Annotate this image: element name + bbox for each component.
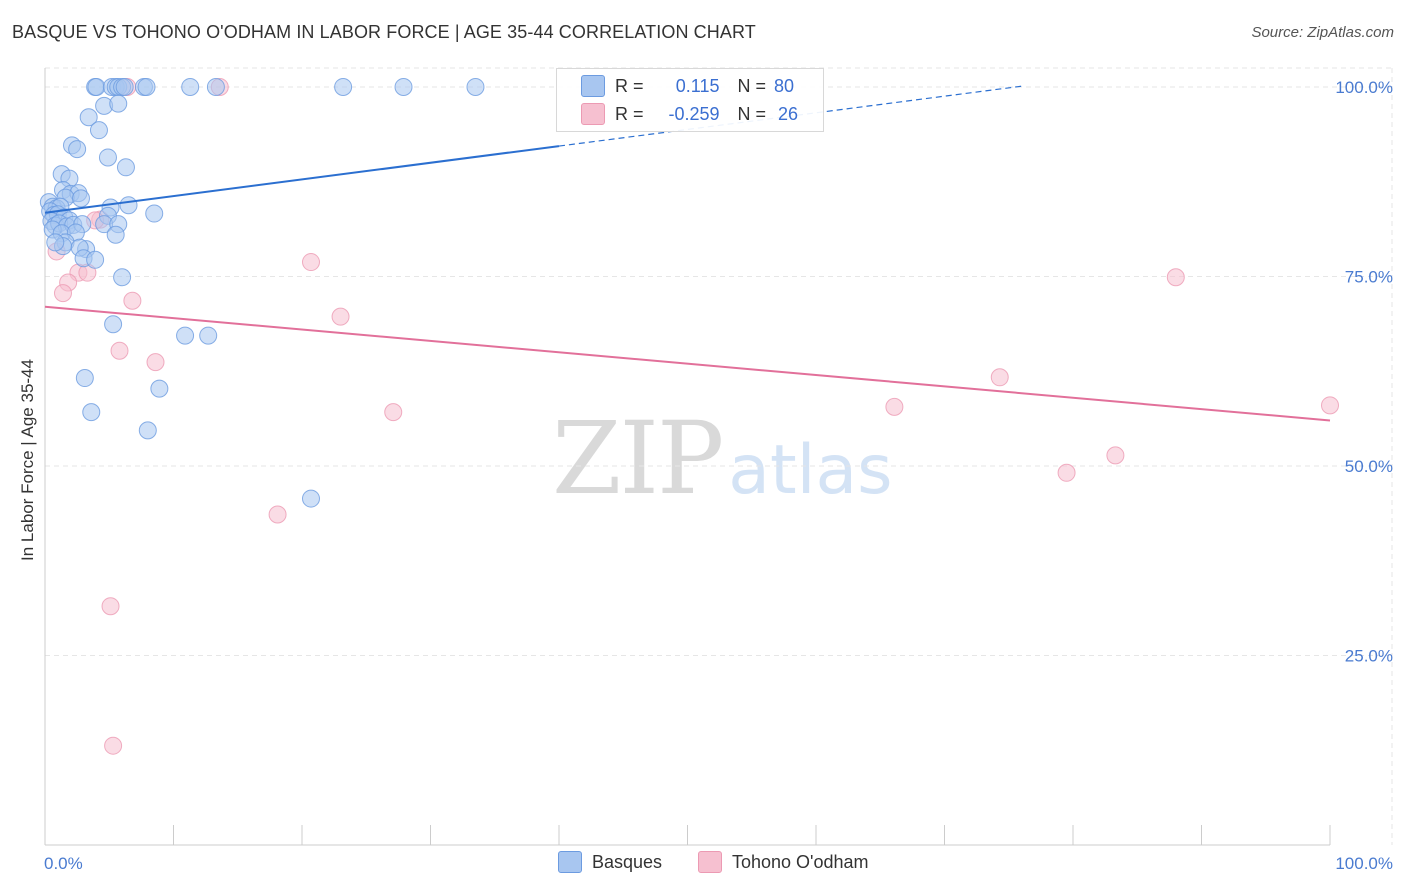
tohono-point — [104, 736, 123, 755]
basques-point — [394, 77, 413, 96]
basques-point — [206, 77, 225, 96]
basques-point — [137, 77, 156, 96]
y-tick-label: 75.0% — [1345, 267, 1393, 286]
basques-point — [199, 326, 218, 345]
basques-point — [104, 315, 123, 334]
watermark-zip: ZIP — [552, 400, 724, 517]
tohono-point — [1106, 446, 1125, 465]
tohono-point — [123, 291, 142, 310]
tohono-point — [384, 403, 403, 422]
y-axis-label-wrap: In Labor Force | Age 35-44 — [16, 80, 40, 840]
basques-point — [116, 158, 135, 177]
basques-point — [79, 108, 98, 127]
chart-title: BASQUE VS TOHONO O'ODHAM IN LABOR FORCE … — [12, 22, 756, 42]
basques-point — [87, 77, 106, 96]
legend-row-tohono: R = -0.259 N = 26 — [557, 101, 798, 127]
series-legend-swatch-tohono — [698, 851, 722, 873]
stats-legend: R = 0.115 N = 80 R = -0.259 N = 26 — [556, 68, 824, 132]
legend-r-value: -0.259 — [668, 103, 720, 124]
x-tick-label-max: 100.0% — [1335, 854, 1393, 873]
basques-point — [109, 94, 128, 113]
basques-point — [115, 77, 134, 96]
series-legend: Basques Tohono O'odham — [0, 851, 1406, 877]
legend-r-label: R = — [615, 75, 644, 96]
series-basques-points — [39, 77, 485, 508]
basques-point — [181, 77, 200, 96]
legend-swatch-tohono — [581, 103, 605, 125]
x-tick-label-min: 0.0% — [44, 854, 83, 873]
legend-r-value: 0.115 — [675, 75, 720, 96]
tohono-point — [53, 284, 72, 303]
tohono-point — [331, 307, 350, 326]
legend-n-value: 26 — [778, 103, 799, 124]
basques-point — [176, 326, 195, 345]
tohono-point — [1057, 463, 1076, 482]
basques-point — [150, 379, 169, 398]
legend-n-label: N = — [737, 103, 767, 124]
tohono-point — [1166, 268, 1185, 287]
legend-row-basques: R = 0.115 N = 80 — [557, 73, 794, 99]
grid-lines — [45, 67, 1393, 845]
basques-point — [71, 189, 90, 208]
series-legend-basques[interactable]: Basques — [558, 851, 662, 873]
basques-point — [138, 421, 157, 440]
series-legend-swatch-basques — [558, 851, 582, 873]
basques-trend-line — [44, 145, 560, 214]
basques-point — [106, 225, 125, 244]
basques-point — [334, 77, 353, 96]
tohono-point — [101, 597, 120, 616]
basques-point — [466, 77, 485, 96]
legend-n-value: 80 — [774, 75, 795, 96]
basques-point — [86, 250, 105, 269]
tohono-trend-line — [44, 305, 1331, 422]
tohono-point — [1321, 396, 1339, 415]
basques-point — [75, 369, 94, 388]
x-tick-labels: 0.0% 100.0% — [44, 854, 1393, 873]
basques-point — [119, 196, 138, 215]
trend-lines — [44, 85, 1331, 422]
basques-point — [98, 148, 117, 167]
basques-point — [89, 121, 108, 140]
y-tick-label: 50.0% — [1345, 457, 1393, 476]
tohono-point — [885, 397, 904, 416]
legend-n-label: N = — [737, 75, 767, 96]
basques-point — [301, 489, 320, 508]
basques-point — [46, 233, 65, 252]
series-legend-label-basques: Basques — [592, 851, 663, 872]
basques-point — [82, 403, 101, 422]
y-tick-label: 25.0% — [1345, 646, 1393, 665]
axes — [44, 68, 1331, 846]
tohono-point — [268, 505, 287, 524]
basques-point — [113, 268, 132, 287]
series-tohono-points — [47, 77, 1339, 755]
tohono-point — [146, 353, 165, 372]
watermark-atlas: atlas — [728, 431, 893, 510]
basques-point — [145, 204, 164, 223]
series-legend-label-tohono: Tohono O'odham — [732, 851, 869, 872]
legend-r-label: R = — [615, 103, 644, 124]
watermark: ZIPatlas — [552, 400, 893, 517]
source-label: Source: ZipAtlas.com — [1251, 24, 1394, 41]
series-legend-tohono[interactable]: Tohono O'odham — [698, 851, 869, 873]
y-axis-label: In Labor Force | Age 35-44 — [18, 359, 37, 561]
legend-swatch-basques — [581, 75, 605, 97]
tohono-point — [110, 341, 129, 360]
tohono-point — [990, 368, 1009, 387]
y-tick-label: 100.0% — [1335, 78, 1393, 97]
basques-point — [68, 140, 87, 159]
y-tick-labels: 25.0% 50.0% 75.0% 100.0% — [1335, 78, 1393, 666]
tohono-point — [301, 253, 320, 272]
